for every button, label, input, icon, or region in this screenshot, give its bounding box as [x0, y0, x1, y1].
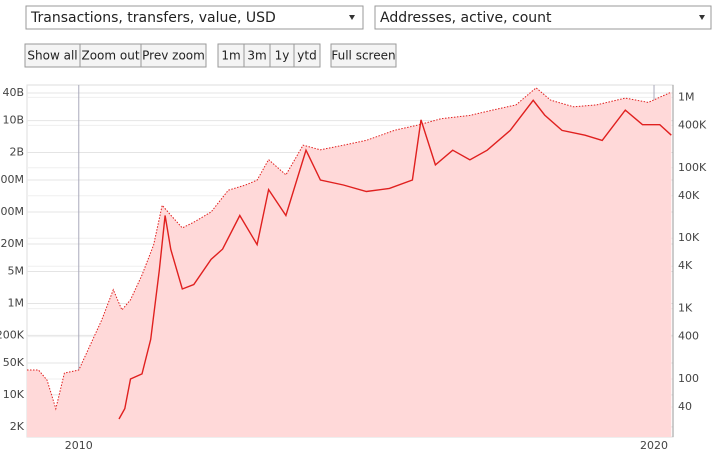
select-box[interactable]	[374, 5, 712, 30]
series-select[interactable]: Addresses, active, count	[374, 5, 712, 30]
line	[118, 99, 672, 420]
y-tick-label: 20M	[1, 237, 25, 250]
button[interactable]: 1m	[217, 43, 245, 68]
y2-tick-label: 400	[678, 330, 699, 343]
y2-tick-label: 1M	[678, 90, 695, 103]
select-arrow	[349, 15, 355, 20]
button-label: Full screen	[331, 49, 395, 63]
y-tick-label: 500M	[0, 173, 24, 186]
y-tick-label: 2K	[10, 420, 25, 433]
button-label: ytd	[297, 49, 316, 63]
button[interactable]: Zoom out	[79, 43, 142, 68]
button-label: 3m	[247, 49, 266, 63]
button-box[interactable]	[140, 43, 207, 68]
y-tick-label: 1M	[8, 296, 25, 309]
button[interactable]: 1y	[269, 43, 295, 68]
button-label: 1m	[221, 49, 240, 63]
series-select[interactable]: Transactions, transfers, value, USD	[25, 5, 364, 30]
button-label: 1y	[275, 49, 290, 63]
button[interactable]: Prev zoom	[140, 43, 207, 68]
select-text: Addresses, active, count	[380, 10, 552, 26]
y2-tick-label: 40	[678, 400, 692, 413]
button-label: Zoom out	[81, 49, 139, 63]
button[interactable]: 3m	[243, 43, 271, 68]
y2-tick-label: 4K	[678, 259, 693, 272]
y-tick-label: 100M	[0, 205, 24, 218]
y2-tick-label: 400K	[678, 118, 707, 131]
area-fill	[27, 87, 672, 438]
select-arrow	[699, 15, 705, 20]
y-tick-label: 2B	[9, 146, 24, 159]
button-box[interactable]	[293, 43, 321, 68]
x-tick-label: 2010	[65, 439, 93, 452]
x-tick-label: 2020	[640, 439, 668, 452]
y-tick-label: 5M	[8, 265, 25, 278]
y-tick-label: 10K	[3, 388, 25, 401]
button[interactable]: ytd	[293, 43, 321, 68]
button[interactable]: Show all	[24, 43, 81, 68]
y-tick-label: 50K	[3, 356, 25, 369]
select-text: Transactions, transfers, value, USD	[30, 10, 276, 26]
y-tick-label: 40B	[2, 86, 24, 99]
button[interactable]: Full screen	[330, 43, 397, 68]
button-label: Show all	[27, 49, 77, 63]
y2-tick-label: 100K	[678, 161, 707, 174]
area-top	[27, 87, 672, 411]
y-tick-label: 10B	[2, 114, 24, 127]
y2-tick-label: 10K	[678, 231, 700, 244]
y-tick-label: 200K	[0, 328, 25, 341]
button-label: Prev zoom	[142, 49, 205, 63]
y2-tick-label: 40K	[678, 189, 700, 202]
select-box[interactable]	[25, 5, 364, 30]
button-box[interactable]	[330, 43, 397, 68]
y2-tick-label: 100	[678, 372, 699, 385]
y2-tick-label: 1K	[678, 302, 693, 315]
